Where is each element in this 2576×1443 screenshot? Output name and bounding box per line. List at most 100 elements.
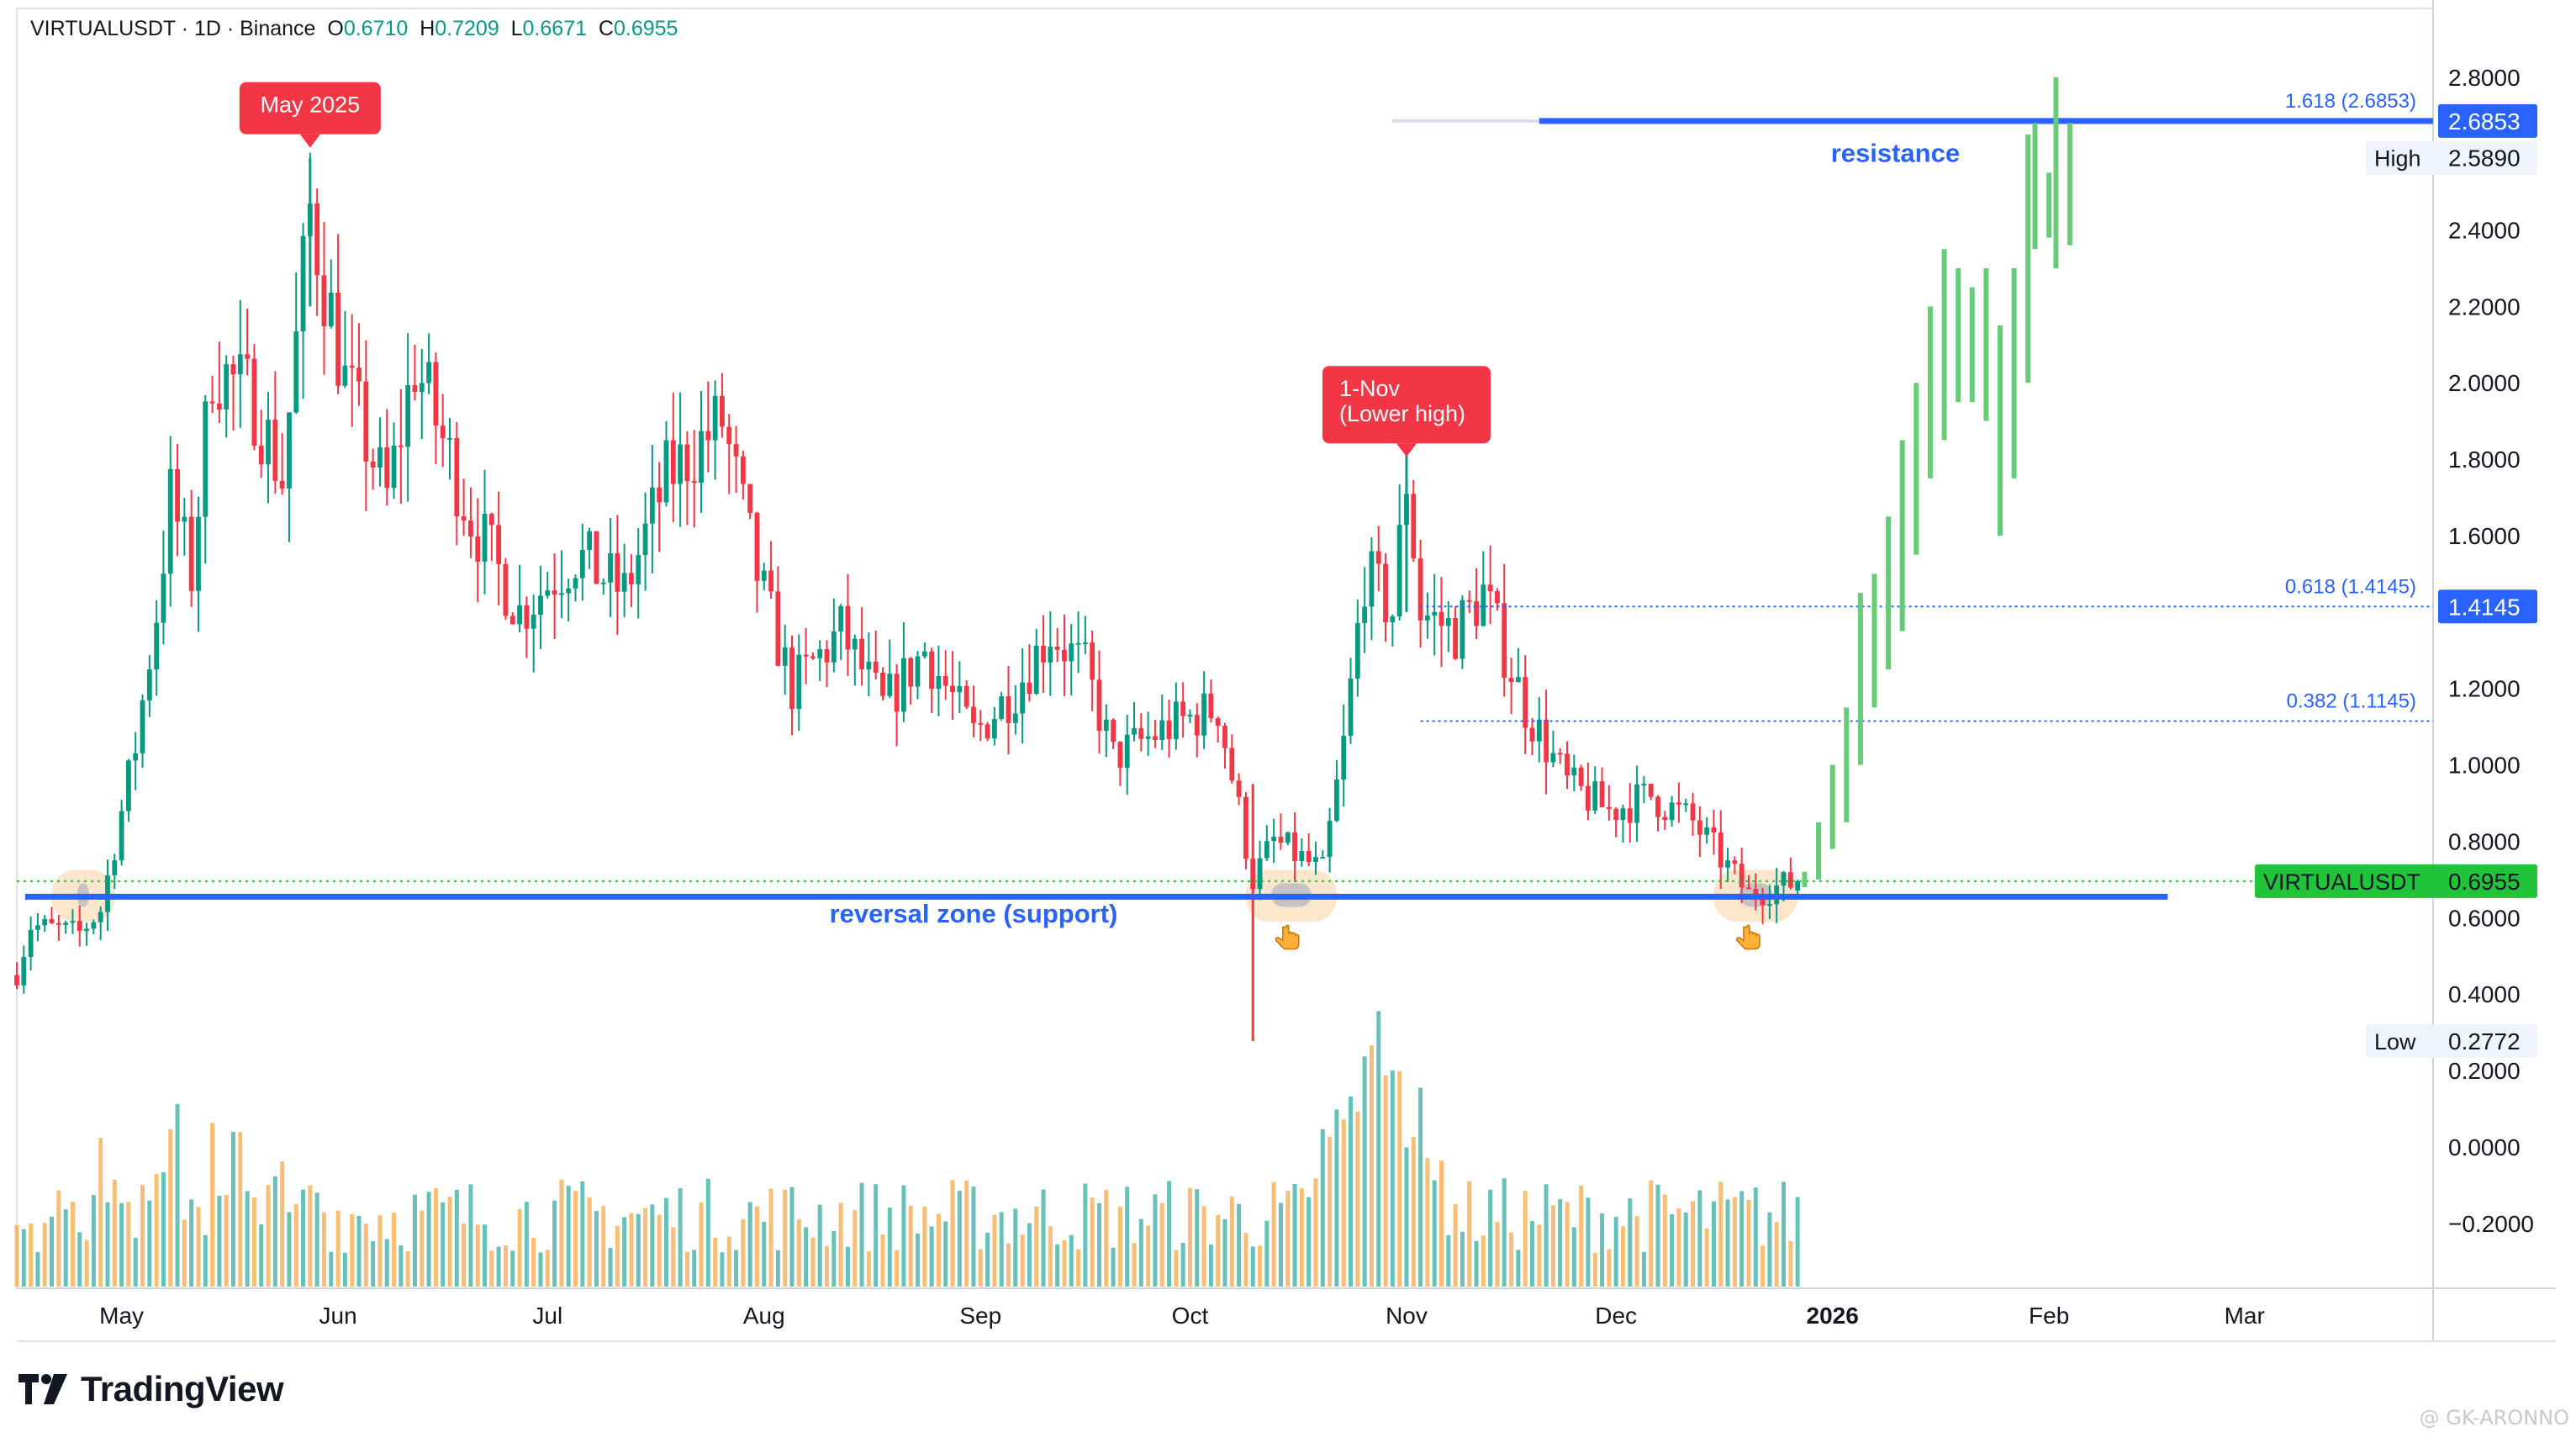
candle-body xyxy=(817,648,823,658)
candle-body xyxy=(1390,616,1396,622)
volume-bar xyxy=(950,1180,955,1287)
candle-body xyxy=(712,395,718,441)
candle-body xyxy=(1711,827,1717,833)
price-tag-symbol: VIRTUALUSDT xyxy=(2263,870,2420,895)
volume-bar xyxy=(1237,1203,1242,1287)
candle-body xyxy=(600,582,606,584)
x-tick-label: Aug xyxy=(743,1303,785,1329)
volume-bar xyxy=(985,1232,990,1287)
candle-body xyxy=(566,588,572,594)
volume-bar xyxy=(1788,1240,1793,1287)
tradingview-logo[interactable]: TradingView xyxy=(18,1369,284,1409)
price-tag-box xyxy=(2366,140,2537,175)
callout-text: 1-Nov xyxy=(1339,376,1401,401)
candle-body xyxy=(216,403,222,410)
hand-pointer-shape xyxy=(1275,924,1300,950)
volume-bar xyxy=(866,1251,871,1287)
volume-bar xyxy=(335,1210,340,1287)
candle-body xyxy=(454,437,460,517)
price-tag-last: VIRTUALUSDT 0.6955 xyxy=(2255,864,2537,898)
volume-bar xyxy=(308,1185,313,1287)
candle-body xyxy=(230,364,236,375)
high-label: H xyxy=(420,17,435,40)
volume-bar xyxy=(175,1103,180,1287)
x-tick-label: Jun xyxy=(319,1303,357,1329)
volume-bar xyxy=(1495,1222,1500,1287)
candle-body xyxy=(1781,872,1787,886)
candle-body xyxy=(761,570,767,581)
candle-body xyxy=(503,563,509,616)
candle-body xyxy=(1544,719,1549,763)
volume-bar xyxy=(1655,1184,1660,1287)
volume-bar xyxy=(1571,1227,1576,1287)
volume-bar xyxy=(266,1185,271,1287)
callout-pointer xyxy=(1396,443,1417,457)
volume-bar xyxy=(140,1185,145,1287)
volume-bar xyxy=(538,1252,543,1287)
volume-bar xyxy=(796,1219,801,1287)
candle-body xyxy=(1194,715,1200,736)
candle-body xyxy=(70,921,76,923)
volume-bar xyxy=(754,1206,759,1287)
volume-bar xyxy=(259,1224,264,1287)
volume-bar xyxy=(363,1224,368,1287)
volume-bar xyxy=(929,1226,934,1287)
candle-body xyxy=(1153,736,1158,741)
volume-bar xyxy=(663,1197,668,1287)
open-value: 0.6710 xyxy=(343,17,409,40)
volume-bar xyxy=(77,1232,82,1287)
volume-bar xyxy=(1138,1218,1143,1287)
candle-body xyxy=(1620,808,1626,821)
volume-bar xyxy=(1760,1245,1766,1287)
candle-body xyxy=(1354,622,1360,679)
candle-body xyxy=(49,919,55,923)
candle-body xyxy=(258,445,264,465)
volume-bar xyxy=(133,1237,138,1287)
candle-body xyxy=(1557,753,1563,755)
candle-body xyxy=(552,590,557,595)
volume-bar xyxy=(720,1252,725,1287)
volume-bar xyxy=(1055,1244,1060,1287)
candle-body xyxy=(1111,719,1116,743)
volume-bar xyxy=(810,1237,816,1287)
price-tag-box xyxy=(2438,103,2537,138)
volume-group xyxy=(14,1011,1800,1287)
volume-bar xyxy=(1048,1226,1053,1287)
volume-bar xyxy=(454,1189,459,1287)
candle-body xyxy=(999,696,1005,720)
candle-body xyxy=(468,521,473,537)
volume-bar xyxy=(147,1200,152,1287)
candle-body xyxy=(55,922,61,925)
callout-pointer xyxy=(299,134,320,148)
callout-text: May 2025 xyxy=(261,92,361,118)
candle-body xyxy=(1613,809,1619,821)
candle-body xyxy=(440,426,446,439)
volume-bar xyxy=(510,1250,515,1287)
volume-bar xyxy=(783,1189,788,1287)
candle-body xyxy=(1229,748,1235,781)
volume-bar xyxy=(587,1197,592,1287)
volume-bar xyxy=(1376,1011,1381,1287)
volume-bar xyxy=(1474,1240,1479,1287)
volume-bar xyxy=(1586,1197,1591,1287)
candle-body xyxy=(782,648,788,666)
volume-bar xyxy=(1292,1183,1297,1287)
candle-body xyxy=(1236,780,1242,797)
candle-body xyxy=(789,648,794,710)
candle-body xyxy=(810,656,816,658)
volume-bar xyxy=(1579,1185,1584,1287)
candle-body xyxy=(363,381,369,462)
candle-body xyxy=(272,420,278,481)
resistance-label: resistance xyxy=(1831,139,1960,168)
volume-bar xyxy=(1125,1187,1130,1287)
volume-bar xyxy=(887,1207,892,1287)
candle-body xyxy=(335,293,340,386)
volume-bar xyxy=(1278,1202,1283,1287)
candle-body xyxy=(1159,720,1165,741)
tradingview-logo-icon xyxy=(18,1374,67,1404)
volume-bar xyxy=(1153,1194,1158,1287)
candle-body xyxy=(1132,727,1137,735)
volume-bar xyxy=(636,1213,641,1287)
candle-body xyxy=(978,722,984,725)
